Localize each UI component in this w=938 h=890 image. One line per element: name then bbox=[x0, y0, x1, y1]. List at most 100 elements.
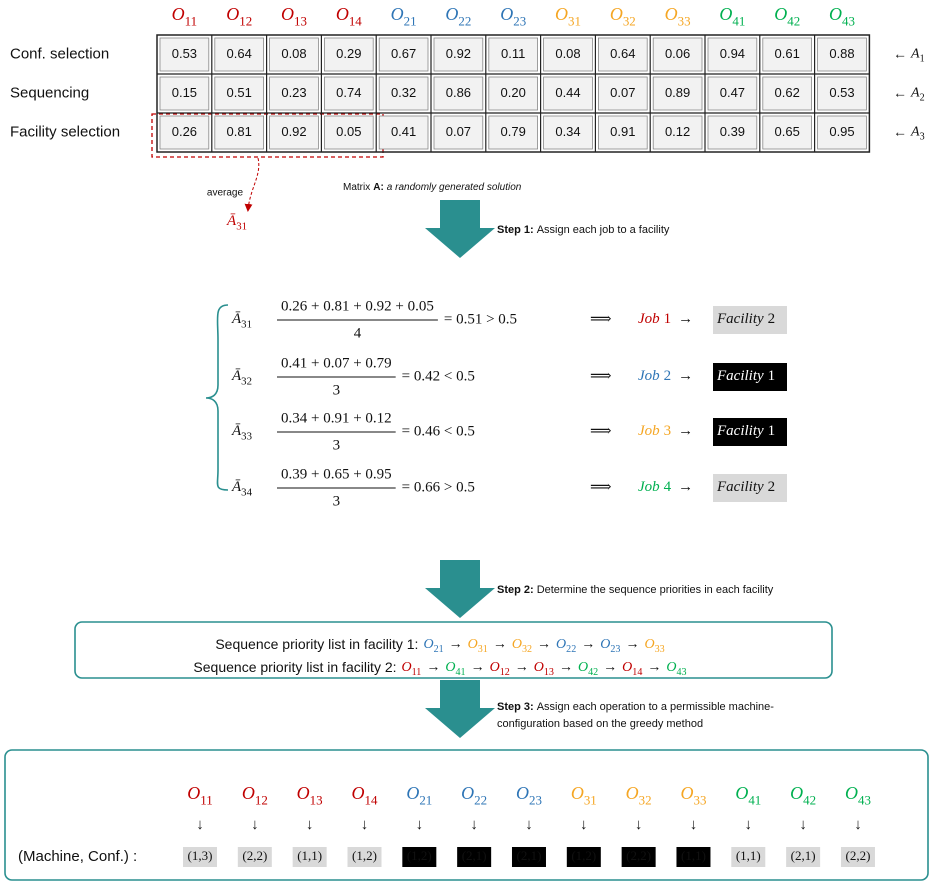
matrix-caption: Matrix A: a randomly generated solution bbox=[343, 182, 522, 193]
row-tag: ← A3 bbox=[893, 123, 925, 143]
assignment-value: (1,2) bbox=[407, 848, 432, 863]
left-arrow: ← bbox=[893, 45, 907, 61]
step: Step 1: Assign each job to a facility bbox=[497, 224, 670, 236]
eq-result: = 0.66 > 0.5 bbox=[402, 479, 475, 495]
op-letter: O bbox=[406, 783, 419, 803]
op-letter: O bbox=[680, 783, 693, 803]
op-header: O14 bbox=[352, 783, 378, 807]
matrix-cell bbox=[159, 76, 210, 111]
avg-index: 32 bbox=[241, 376, 252, 388]
avg-symbol: Ā bbox=[231, 368, 242, 384]
assignment-value: (1,1) bbox=[297, 848, 322, 863]
caption-italic: a randomly generated solution bbox=[387, 182, 522, 193]
down-arrow: ↓ bbox=[690, 816, 698, 833]
left-arrow: ← bbox=[893, 123, 907, 139]
op-header: O11 bbox=[187, 783, 212, 807]
matrix-cell bbox=[323, 76, 374, 111]
op-letter: O bbox=[556, 637, 566, 652]
matrix-cell bbox=[214, 37, 265, 72]
facility-label: Facility 2 bbox=[716, 479, 775, 495]
op-index: 21 bbox=[434, 644, 444, 655]
op-letter: O bbox=[226, 4, 239, 24]
op-header: O12 bbox=[226, 4, 252, 28]
matrix-cell bbox=[817, 76, 867, 111]
op-index: 33 bbox=[678, 13, 691, 28]
matrix-cell bbox=[707, 76, 758, 111]
op-index: 11 bbox=[412, 667, 422, 678]
cell-value: 0.20 bbox=[501, 85, 526, 100]
arrow: → bbox=[678, 479, 693, 495]
cell-value: 0.06 bbox=[665, 46, 690, 61]
cell-value: 0.91 bbox=[610, 124, 635, 139]
matrix-cell bbox=[378, 76, 429, 111]
eq-lhs: Ā34 bbox=[231, 479, 253, 498]
op-header: O41 bbox=[719, 4, 745, 28]
op-letter: O bbox=[622, 660, 632, 675]
op-index: 42 bbox=[803, 792, 816, 807]
matrix-cell bbox=[652, 76, 703, 111]
down-arrow: ↓ bbox=[416, 816, 424, 833]
facility-label: Facility 1 bbox=[716, 368, 775, 384]
sequence-box bbox=[74, 621, 833, 679]
facility-word: Facility bbox=[716, 368, 764, 384]
assignment-value: (1,1) bbox=[681, 848, 706, 863]
op-letter: O bbox=[735, 783, 748, 803]
op-header: O32 bbox=[626, 783, 652, 807]
job-label: Job 3 → bbox=[638, 423, 693, 439]
numerator: 0.34 + 0.91 + 0.12 bbox=[281, 410, 392, 426]
op-index: 14 bbox=[632, 667, 642, 678]
assignment-value: (1,1) bbox=[736, 848, 761, 863]
job-num: 4 bbox=[664, 479, 672, 495]
op-letter: O bbox=[468, 637, 478, 652]
op-letter: O bbox=[242, 783, 255, 803]
avg-symbol: Ā bbox=[226, 213, 237, 229]
cell-value: 0.67 bbox=[391, 46, 416, 61]
job-label: Job 4 → bbox=[638, 479, 693, 495]
op-letter: O bbox=[445, 660, 455, 675]
arrow: → bbox=[678, 368, 693, 384]
matrix-border bbox=[156, 34, 871, 153]
assignment-box bbox=[347, 847, 382, 867]
matrix-cell bbox=[214, 76, 265, 111]
matrix-cell bbox=[159, 115, 210, 150]
assignment-box bbox=[786, 847, 821, 867]
arrow: → bbox=[493, 637, 507, 652]
op-letter: O bbox=[578, 660, 588, 675]
cell-value: 0.11 bbox=[501, 46, 525, 61]
down-arrow: ↓ bbox=[745, 816, 753, 833]
op-header: O43 bbox=[845, 783, 871, 807]
op-header: O22 bbox=[461, 783, 487, 807]
matrix-cell bbox=[378, 115, 429, 150]
cell-value: 0.44 bbox=[555, 85, 580, 100]
op-header: O43 bbox=[829, 4, 855, 28]
facility-box bbox=[713, 418, 787, 446]
denominator: 3 bbox=[333, 437, 341, 453]
op-index: 14 bbox=[349, 13, 362, 28]
sequence-text: Sequence priority list in facility 2: bbox=[193, 659, 396, 675]
assignment-box bbox=[237, 847, 272, 867]
brace bbox=[205, 304, 229, 491]
numerator: 0.26 + 0.81 + 0.92 + 0.05 bbox=[281, 298, 434, 314]
op-letter: O bbox=[490, 660, 500, 675]
cell-value: 0.79 bbox=[501, 124, 526, 139]
facility-num: 2 bbox=[768, 311, 776, 327]
matrix-cell bbox=[762, 37, 812, 72]
op-index: 23 bbox=[529, 792, 542, 807]
assignment-box bbox=[676, 847, 711, 867]
cell-value: 0.07 bbox=[446, 124, 471, 139]
op-letter: O bbox=[500, 4, 513, 24]
op-header: O14 bbox=[336, 4, 362, 28]
arrow: → bbox=[647, 660, 661, 675]
op-index: 33 bbox=[655, 644, 665, 655]
step-arrow bbox=[425, 200, 495, 258]
assignment-box bbox=[457, 847, 492, 867]
job-word: Job bbox=[638, 479, 660, 495]
matrix-cell bbox=[378, 37, 429, 72]
arrow: → bbox=[603, 660, 617, 675]
op-letter: O bbox=[297, 783, 310, 803]
sequence-line: Sequence priority list in facility 2: O 11… bbox=[193, 659, 686, 679]
op-header: O31 bbox=[555, 4, 581, 28]
op-header: O23 bbox=[500, 4, 526, 28]
cell-value: 0.64 bbox=[610, 46, 635, 61]
